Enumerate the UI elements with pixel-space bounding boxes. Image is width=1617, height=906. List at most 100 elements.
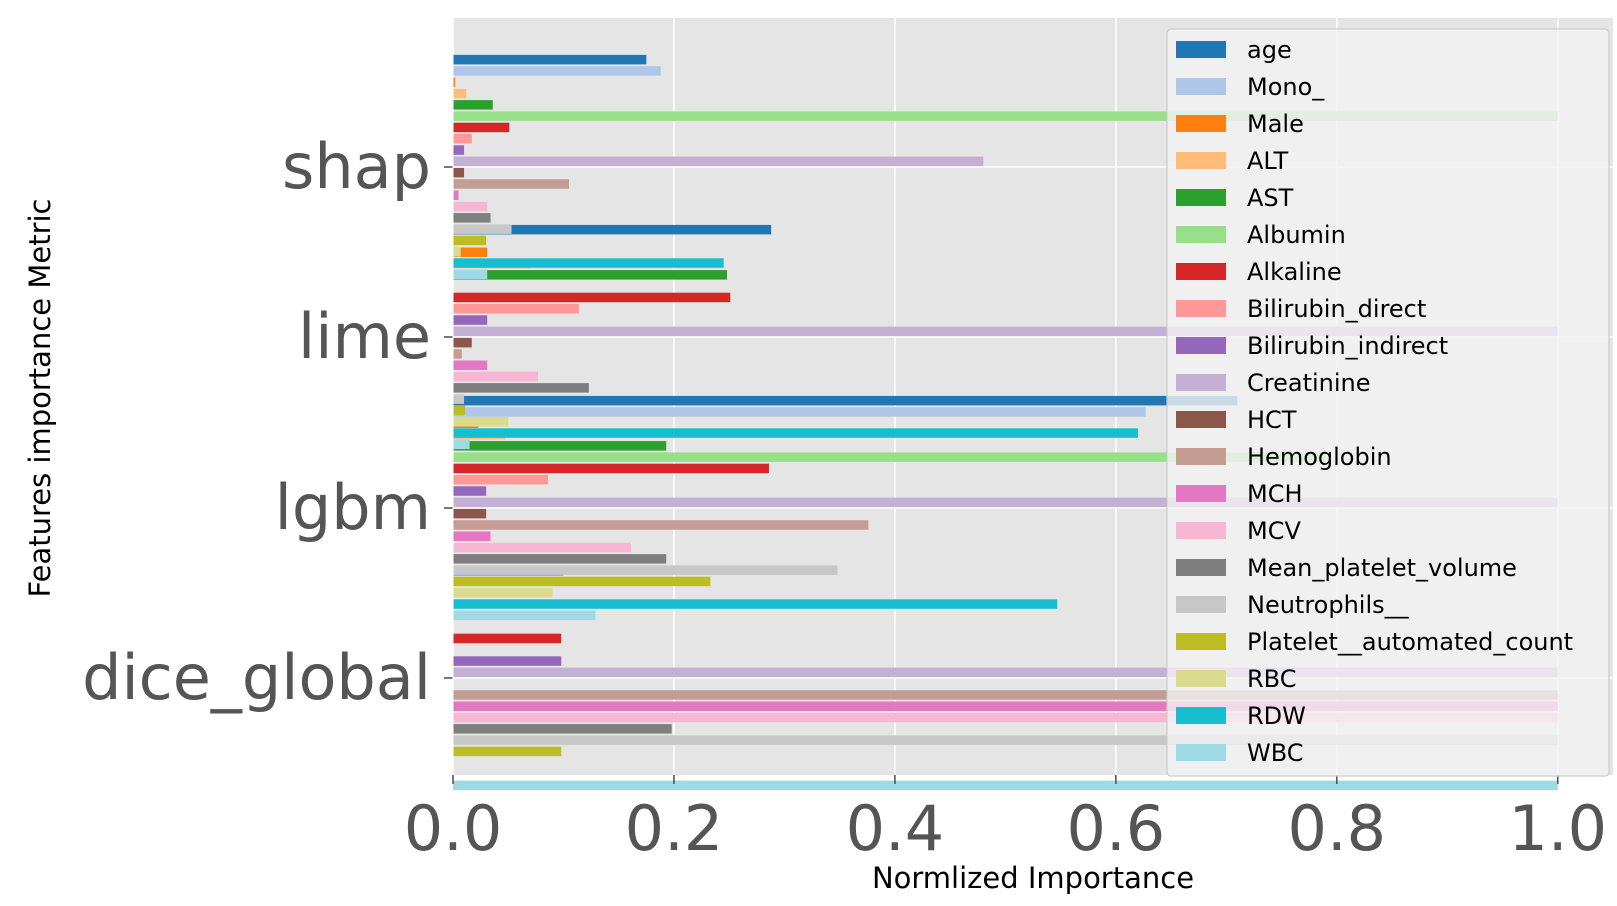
bar-creatinine-lime (453, 326, 1558, 337)
bar-rdw-shap (453, 258, 724, 268)
legend-swatch-age (1176, 41, 1226, 58)
legend-swatch-bilirubin-direct (1176, 300, 1226, 317)
bar-albumin-shap (453, 111, 1558, 121)
legend-label-mcv: MCV (1247, 517, 1301, 545)
y-tick-label-shap: shap (282, 130, 431, 203)
bar-bilirubin-direct-shap (453, 134, 472, 144)
legend-swatch-bilirubin-indirect (1176, 337, 1226, 354)
bar-wbc-lime (453, 439, 470, 450)
legend-label-mean-platelet-volume: Mean_platelet_volume (1247, 554, 1517, 582)
bar-rbc-shap (453, 247, 461, 257)
bar-alkaline-lime (453, 292, 731, 303)
bar-hemoglobin-dice-global (453, 690, 1558, 700)
legend-swatch-rdw (1176, 707, 1226, 724)
bar-creatinine-lgbm (453, 497, 1558, 508)
bar-platelet-automated-count-lime (453, 405, 466, 416)
bar-creatinine-shap (453, 156, 984, 167)
bar-rdw-lgbm (453, 599, 1058, 609)
legend-swatch-albumin (1176, 226, 1226, 243)
legend-swatch-mean-platelet-volume (1176, 559, 1226, 576)
bar-alkaline-shap (453, 122, 510, 133)
bar-alkaline-lgbm (453, 463, 769, 474)
bar-hemoglobin-shap (453, 179, 569, 189)
legend-swatch-male (1176, 115, 1226, 132)
bar-hemoglobin-lime (453, 349, 462, 359)
legend-swatch-mcv (1176, 522, 1226, 539)
x-tick-label: 0.2 (625, 792, 724, 865)
bar-neutrophils-dice-global (453, 735, 1558, 745)
legend: age Mono_ Male ALT AST Albumin Alkaline Bilirub… (1166, 28, 1610, 777)
x-tick-label: 1.0 (1508, 792, 1607, 865)
bar-platelet-automated-count-lgbm (453, 576, 711, 587)
bar-mcv-shap (453, 201, 488, 212)
bar-ast-shap (453, 100, 493, 110)
bar-mch-dice-global (453, 701, 1558, 711)
legend-label-mono: Mono_ (1247, 73, 1325, 101)
legend-swatch-wbc (1176, 744, 1226, 761)
bar-mean-platelet-volume-shap (453, 213, 491, 223)
y-tick-label-lgbm: lgbm (275, 471, 431, 544)
bar-mcv-lime (453, 371, 539, 382)
bar-mch-shap (453, 190, 459, 200)
legend-swatch-alt (1176, 152, 1226, 169)
x-tick-label: 0.0 (404, 792, 503, 865)
legend-box (1166, 28, 1610, 777)
bar-male-shap (453, 77, 456, 87)
y-tick-label-dice-global: dice_global (82, 641, 431, 714)
bar-wbc-lgbm (453, 610, 596, 621)
bars (453, 54, 1558, 791)
x-axis-label: Normlized Importance (872, 861, 1194, 895)
legend-swatch-creatinine (1176, 374, 1226, 391)
bar-mcv-lgbm (453, 542, 631, 553)
legend-label-rdw: RDW (1247, 702, 1306, 730)
bar-neutrophils-lime (453, 394, 465, 404)
legend-label-bilirubin-indirect: Bilirubin_indirect (1247, 332, 1448, 360)
bar-ast-lgbm (453, 441, 667, 451)
legend-label-neutrophils: Neutrophils__ (1247, 591, 1410, 619)
legend-swatch-hct (1176, 411, 1226, 428)
y-axis-label: Features importance Metric (23, 199, 57, 598)
bar-bilirubin-indirect-lgbm (453, 486, 487, 496)
bar-wbc-shap (453, 269, 488, 280)
bar-mono-lgbm (453, 407, 1146, 417)
legend-swatch-ast (1176, 189, 1226, 206)
bar-age-lime (453, 224, 772, 235)
bar-bilirubin-direct-lgbm (453, 475, 549, 485)
legend-label-wbc: WBC (1247, 739, 1304, 767)
bar-mch-lime (453, 360, 488, 370)
bar-creatinine-dice-global (453, 667, 1558, 678)
bar-neutrophils-lgbm (453, 565, 838, 575)
bar-mono-shap (453, 66, 661, 76)
legend-label-male: Male (1247, 110, 1304, 138)
bar-rbc-lime (453, 417, 509, 427)
bar-neutrophils-shap (453, 224, 512, 234)
legend-swatch-alkaline (1176, 263, 1226, 280)
legend-swatch-platelet-automated-count (1176, 633, 1226, 650)
bar-bilirubin-indirect-dice-global (453, 656, 562, 666)
legend-swatch-hemoglobin (1176, 448, 1226, 465)
legend-swatch-rbc (1176, 670, 1226, 687)
legend-label-mch: MCH (1247, 480, 1303, 508)
x-tick-label: 0.4 (846, 792, 945, 865)
bar-age-lgbm (453, 395, 1238, 406)
legend-swatch-neutrophils (1176, 596, 1226, 613)
bar-bilirubin-direct-lime (453, 304, 579, 314)
bar-mean-platelet-volume-lime (453, 383, 589, 393)
bar-wbc-dice-global (453, 780, 1558, 791)
x-axis: 0.0 0.2 0.4 0.6 0.8 1.0 (404, 18, 1607, 865)
bar-hemoglobin-lgbm (453, 520, 869, 530)
legend-label-hemoglobin: Hemoglobin (1247, 443, 1392, 471)
legend-label-age: age (1247, 36, 1292, 64)
y-axis: shap lime lgbm dice_global (82, 130, 453, 714)
bar-alt-shap (453, 88, 467, 99)
legend-label-platelet-automated-count: Platelet__automated_count (1247, 628, 1573, 656)
x-tick-label: 0.6 (1067, 792, 1166, 865)
bar-hct-lgbm (453, 508, 487, 519)
bar-mean-platelet-volume-lgbm (453, 554, 667, 564)
bar-male-lime (453, 247, 488, 257)
bar-hct-lime (453, 337, 472, 348)
legend-swatch-mono (1176, 78, 1226, 95)
legend-label-alkaline: Alkaline (1247, 258, 1342, 286)
bar-hct-shap (453, 167, 465, 178)
